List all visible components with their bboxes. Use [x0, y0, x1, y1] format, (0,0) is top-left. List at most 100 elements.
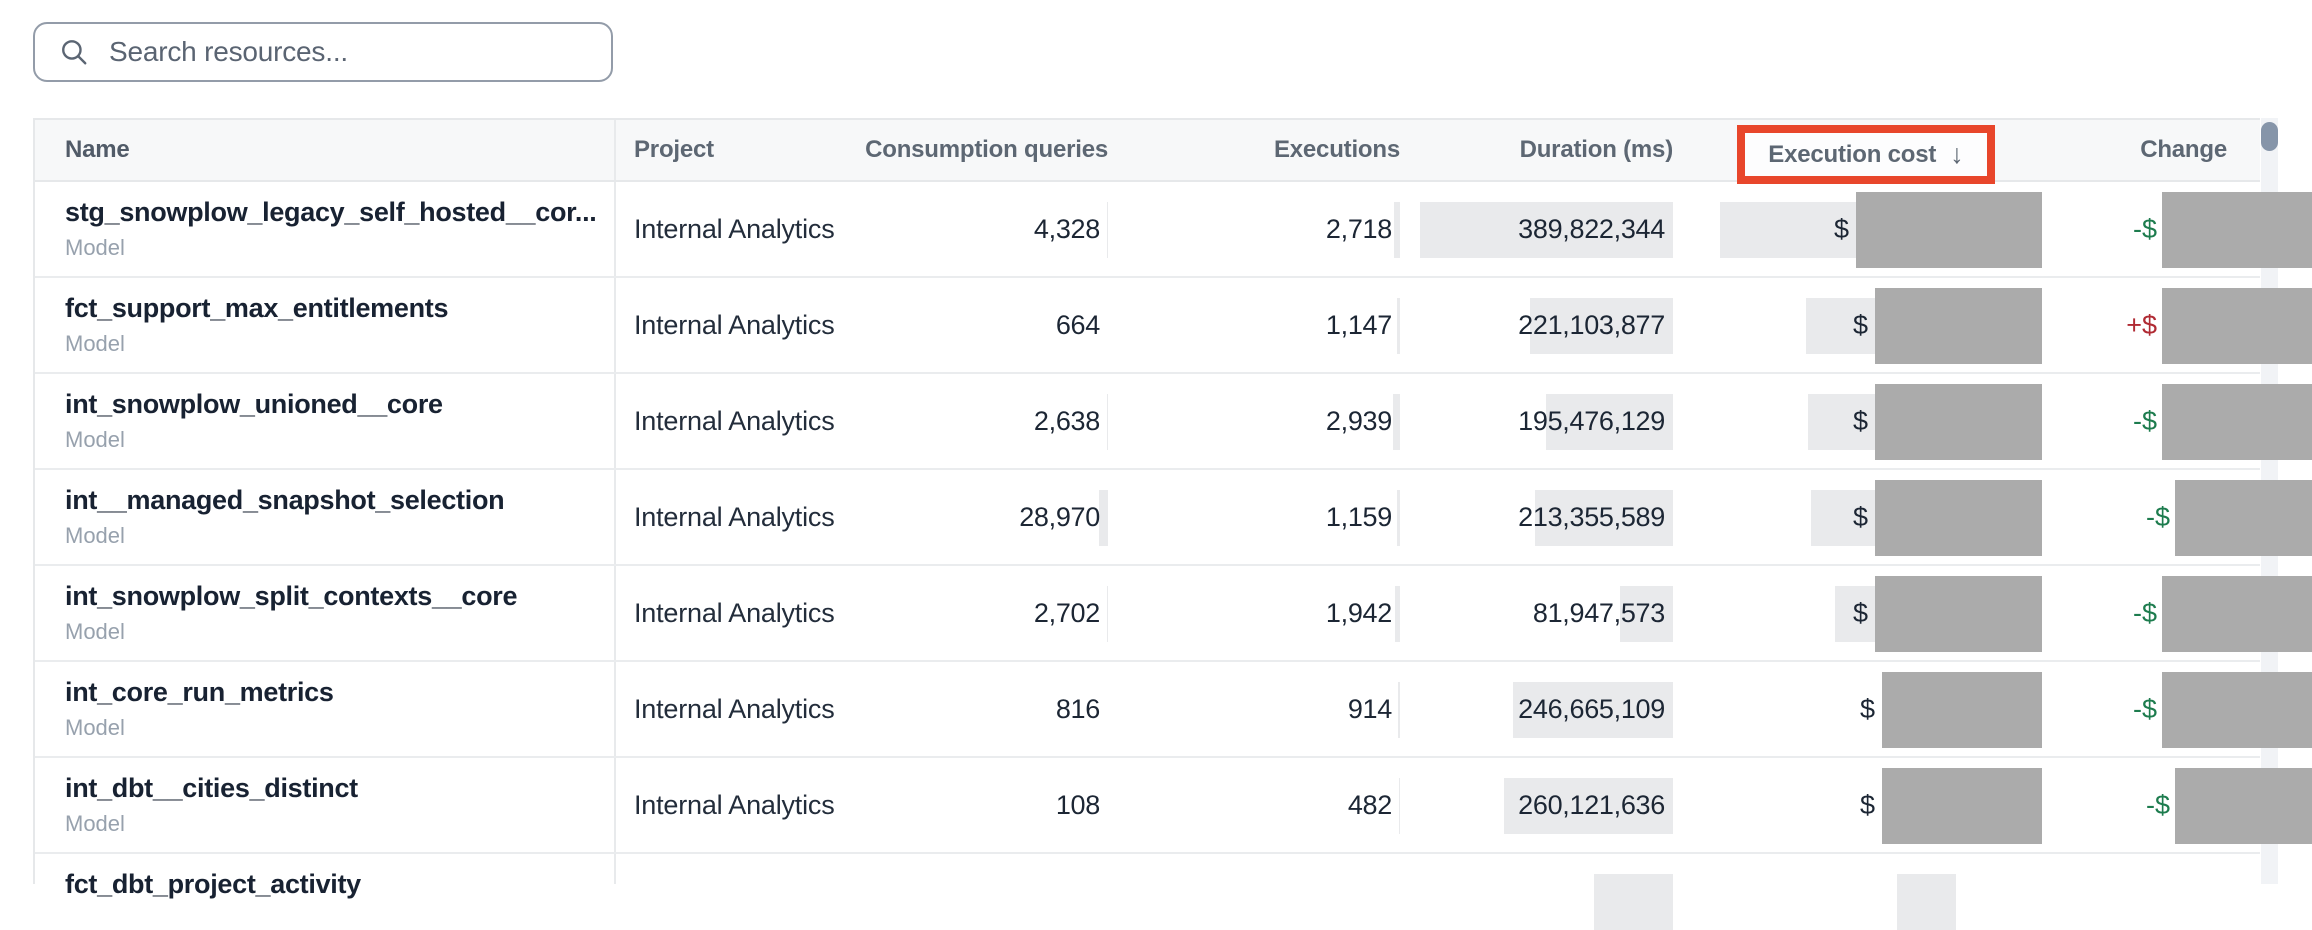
resource-name-cell[interactable]: int_dbt__cities_distinct Model	[65, 773, 358, 837]
column-header-executions[interactable]: Executions	[1273, 136, 1400, 163]
resource-name: int_core_run_metrics	[65, 677, 334, 707]
resource-name: int__managed_snapshot_selection	[65, 485, 505, 515]
project-cell: Internal Analytics	[634, 597, 835, 628]
duration-cell: 260,121,636	[1518, 789, 1665, 820]
executions-cell: 482	[1347, 789, 1392, 820]
resource-name: int_dbt__cities_distinct	[65, 773, 358, 803]
execution-cost-redaction	[1875, 384, 2042, 460]
table-row[interactable]: int_dbt__cities_distinct Model Internal An…	[35, 758, 2312, 854]
resource-type-label: Model	[65, 715, 125, 740]
column-header-consumption-queries[interactable]: Consumption queries	[865, 136, 1108, 163]
executions-cell: 914	[1347, 693, 1392, 724]
consumption-queries-cell: 28,970	[1019, 501, 1100, 532]
duration-bar	[1504, 778, 1673, 834]
table-row-partial[interactable]: fct_dbt_project_activity	[35, 854, 2260, 930]
resource-type-label: Model	[65, 331, 125, 356]
consumption-queries-bar	[1107, 394, 1108, 450]
consumption-queries-cell: 108	[1055, 789, 1100, 820]
table-row[interactable]: int__managed_snapshot_selection Model Inte…	[35, 470, 2312, 566]
table-body: stg_snowplow_legacy_self_hosted__cor... M…	[35, 182, 2312, 930]
change-redaction	[2162, 192, 2312, 268]
vertical-scrollbar-thumb[interactable]	[2261, 122, 2278, 151]
project-cell: Internal Analytics	[634, 309, 835, 340]
executions-bar	[1399, 778, 1400, 834]
resource-name-cell[interactable]: int_snowplow_split_contexts__core Model	[65, 581, 518, 645]
column-header-project[interactable]: Project	[634, 136, 714, 163]
column-header-change[interactable]: Change	[2140, 136, 2227, 163]
resource-name-cell[interactable]: fct_dbt_project_activity	[65, 869, 361, 900]
consumption-queries-bar	[1107, 202, 1108, 258]
change-cell: -$	[2132, 213, 2157, 244]
change-cell: -$	[2145, 501, 2170, 532]
change-cell: -$	[2132, 693, 2157, 724]
execution-cost-redaction	[1875, 288, 2042, 364]
resource-name: int_snowplow_split_contexts__core	[65, 581, 518, 611]
change-redaction	[2162, 672, 2312, 748]
duration-bar	[1620, 586, 1673, 642]
execution-cost-bar	[1897, 874, 1956, 930]
executions-bar	[1398, 682, 1400, 738]
duration-bar	[1535, 490, 1673, 546]
execution-cost-redaction	[1882, 768, 2042, 844]
change-cell: -$	[2145, 789, 2170, 820]
resource-name-cell[interactable]: int_snowplow_unioned__core Model	[65, 389, 443, 453]
resource-name: int_snowplow_unioned__core	[65, 389, 443, 419]
execution-cost-redaction	[1882, 672, 2042, 748]
column-header-duration[interactable]: Duration (ms)	[1519, 136, 1674, 163]
name-column-divider	[614, 470, 616, 564]
project-cell: Internal Analytics	[634, 213, 835, 244]
change-redaction	[2162, 288, 2312, 364]
duration-bar	[1513, 682, 1673, 738]
table-row[interactable]: int_snowplow_unioned__core Model Internal …	[35, 374, 2312, 470]
duration-cell: 389,822,344	[1518, 213, 1665, 244]
resource-name: stg_snowplow_legacy_self_hosted__cor...	[65, 197, 597, 227]
duration-bar	[1420, 202, 1673, 258]
execution-cost-annotation-box[interactable]: Execution cost ↓	[1737, 125, 1995, 184]
resource-name-cell[interactable]: fct_support_max_entitlements Model	[65, 293, 449, 357]
resource-type-label: Model	[65, 427, 125, 452]
project-cell: Internal Analytics	[634, 501, 835, 532]
change-cell: -$	[2132, 405, 2157, 436]
consumption-queries-cell: 816	[1055, 693, 1100, 724]
table-row[interactable]: fct_support_max_entitlements Model Interna…	[35, 278, 2312, 374]
resource-type-label: Model	[65, 523, 125, 548]
executions-cell: 1,942	[1325, 597, 1392, 628]
execution-cost-redaction	[1856, 192, 2042, 268]
executions-bar	[1393, 394, 1400, 450]
change-redaction	[2175, 768, 2312, 844]
resource-name-cell[interactable]: int__managed_snapshot_selection Model	[65, 485, 505, 549]
executions-cell: 2,718	[1325, 213, 1392, 244]
search-input[interactable]	[109, 36, 591, 68]
execution-cost-currency: $	[1852, 405, 1868, 436]
search-box[interactable]	[33, 22, 613, 82]
resource-type-label: Model	[65, 235, 125, 260]
consumption-queries-cell: 4,328	[1033, 213, 1100, 244]
executions-bar	[1397, 298, 1400, 354]
execution-cost-redaction	[1875, 480, 2042, 556]
resources-table: Name Project Consumption queries Executi…	[33, 118, 2312, 930]
table-row[interactable]: int_core_run_metrics Model Internal Analyt…	[35, 662, 2312, 758]
execution-cost-currency: $	[1859, 789, 1875, 820]
resource-name: fct_support_max_entitlements	[65, 293, 449, 323]
resource-name-cell[interactable]: int_core_run_metrics Model	[65, 677, 334, 741]
table-row[interactable]: stg_snowplow_legacy_self_hosted__cor... M…	[35, 182, 2312, 278]
executions-cell: 2,939	[1325, 405, 1392, 436]
executions-bar	[1394, 202, 1400, 258]
name-column-divider	[614, 182, 616, 276]
column-header-name[interactable]: Name	[65, 136, 130, 163]
name-column-divider	[614, 278, 616, 372]
duration-cell: 195,476,129	[1518, 405, 1665, 436]
name-column-divider	[614, 758, 616, 852]
project-cell: Internal Analytics	[634, 789, 835, 820]
resource-name-cell[interactable]: stg_snowplow_legacy_self_hosted__cor... M…	[65, 197, 597, 261]
consumption-queries-bar	[1099, 490, 1108, 546]
search-icon	[62, 40, 87, 65]
duration-cell: 81,947,573	[1532, 597, 1665, 628]
table-row[interactable]: int_snowplow_split_contexts__core Model In…	[35, 566, 2312, 662]
executions-cell: 1,159	[1325, 501, 1392, 532]
consumption-queries-bar	[1107, 586, 1108, 642]
executions-cell: 1,147	[1325, 309, 1392, 340]
project-cell: Internal Analytics	[634, 693, 835, 724]
consumption-queries-cell: 2,638	[1033, 405, 1100, 436]
change-cell: -$	[2132, 597, 2157, 628]
